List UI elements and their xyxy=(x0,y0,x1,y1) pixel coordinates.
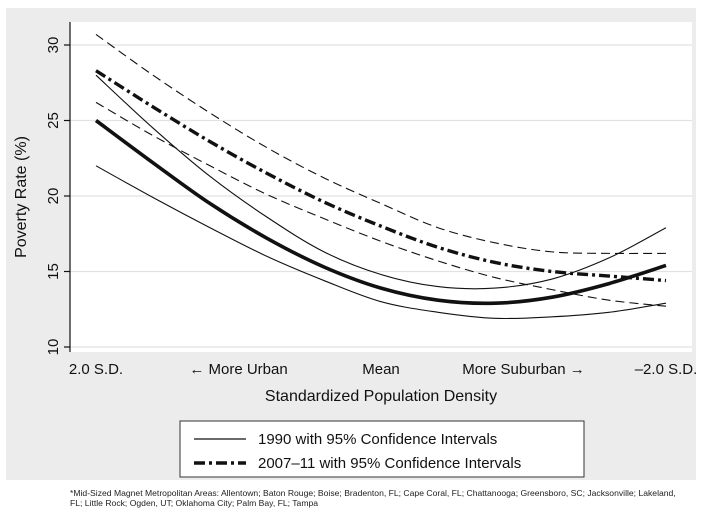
footnote: *Mid-Sized Magnet Metropolitan Areas: Al… xyxy=(70,488,676,508)
series-line-1-solid-thin xyxy=(95,165,667,320)
series-line-5-dashed-thin xyxy=(95,33,667,255)
x-tick-label-4: –2.0 S.D. xyxy=(635,361,698,378)
plot-area xyxy=(70,22,692,352)
x-axis-title: Standardized Population Density xyxy=(265,388,497,405)
series-lines xyxy=(94,33,667,320)
series-line-2-solid-thin xyxy=(95,74,667,290)
legend-label-1990: 1990 with 95% Confidence Intervals xyxy=(258,431,497,448)
y-tick-label-25: 25 xyxy=(45,112,62,129)
x-tick-label-0: 2.0 S.D. xyxy=(69,361,123,378)
y-axis-title: Poverty Rate (%) xyxy=(13,136,30,258)
y-tick-label-15: 15 xyxy=(45,263,62,280)
grid-lines xyxy=(70,44,692,348)
series-line-0-solid-thick xyxy=(94,119,667,306)
x-tick-label-1: ← More Urban xyxy=(189,361,287,378)
series-line-4-dashed-thin xyxy=(95,101,667,307)
x-tick-label-3: More Suburban → xyxy=(462,361,585,378)
y-tick-label-20: 20 xyxy=(45,188,62,205)
x-axis-ticks: 2.0 S.D. ← More Urban Mean More Suburban → –… xyxy=(69,361,697,378)
y-tick-label-30: 30 xyxy=(45,37,62,54)
y-axis-ticks: 10 15 20 25 30 xyxy=(45,37,70,356)
legend: 1990 with 95% Confidence Intervals 2007–… xyxy=(179,420,585,478)
series-line-3-dashdot-thick xyxy=(95,69,667,283)
x-tick-label-2: Mean xyxy=(362,361,400,378)
legend-label-2007-11: 2007–11 with 95% Confidence Intervals xyxy=(258,455,521,472)
legend-box xyxy=(179,420,585,478)
y-tick-label-10: 10 xyxy=(45,339,62,356)
